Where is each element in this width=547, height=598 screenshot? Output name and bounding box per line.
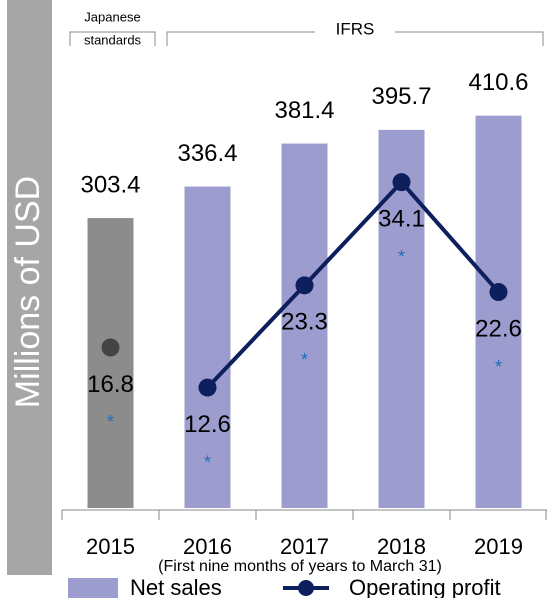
period-bracket: [166, 31, 544, 46]
bar: [184, 186, 231, 508]
footnote-marker: *: [204, 452, 211, 472]
x-tick-label: 2018: [377, 534, 426, 559]
y-label-band: [7, 0, 52, 575]
y-axis-label: Millions of USD: [9, 176, 47, 408]
legend-label: Net sales: [130, 575, 222, 598]
line-value-label: 16.8: [87, 371, 134, 398]
line-marker: [198, 378, 217, 397]
period-label: standards: [84, 32, 142, 47]
legend-swatch: [298, 580, 314, 596]
bar: [281, 143, 328, 508]
line-marker: [392, 173, 411, 192]
bar-value-label: 336.4: [177, 140, 237, 167]
line-marker: [295, 276, 314, 295]
note: (First nine months of years to March 31): [158, 558, 442, 575]
footnote-marker: *: [301, 350, 308, 370]
line-marker: [101, 338, 120, 357]
bar: [87, 218, 134, 508]
period-bracket: [69, 31, 156, 46]
x-tick-label: 2016: [183, 534, 232, 559]
line: [206, 179, 500, 389]
x-tick-label: 2017: [280, 534, 329, 559]
footnote-marker: *: [495, 357, 502, 377]
line-marker: [489, 283, 508, 302]
period-label: Japanese: [84, 9, 140, 24]
bar-value-label: 410.6: [468, 69, 528, 96]
legend-label: Operating profit: [349, 575, 501, 598]
bar: [475, 115, 522, 508]
footnote-marker: *: [107, 412, 114, 432]
x-tick-label: 2015: [86, 534, 135, 559]
line-value-label: 34.1: [378, 205, 425, 232]
line-value-label: 23.3: [281, 309, 328, 336]
bar-value-label: 303.4: [80, 171, 140, 198]
bar-value-label: 395.7: [371, 83, 431, 110]
line-value-label: 22.6: [475, 315, 522, 342]
footnote-marker: *: [398, 247, 405, 267]
line-value-label: 12.6: [184, 411, 231, 438]
bar-value-label: 381.4: [274, 97, 334, 124]
x-tick-label: 2019: [474, 534, 523, 559]
bar: [378, 129, 425, 509]
legend-swatch: [68, 578, 118, 598]
period-label: IFRS: [336, 19, 375, 38]
